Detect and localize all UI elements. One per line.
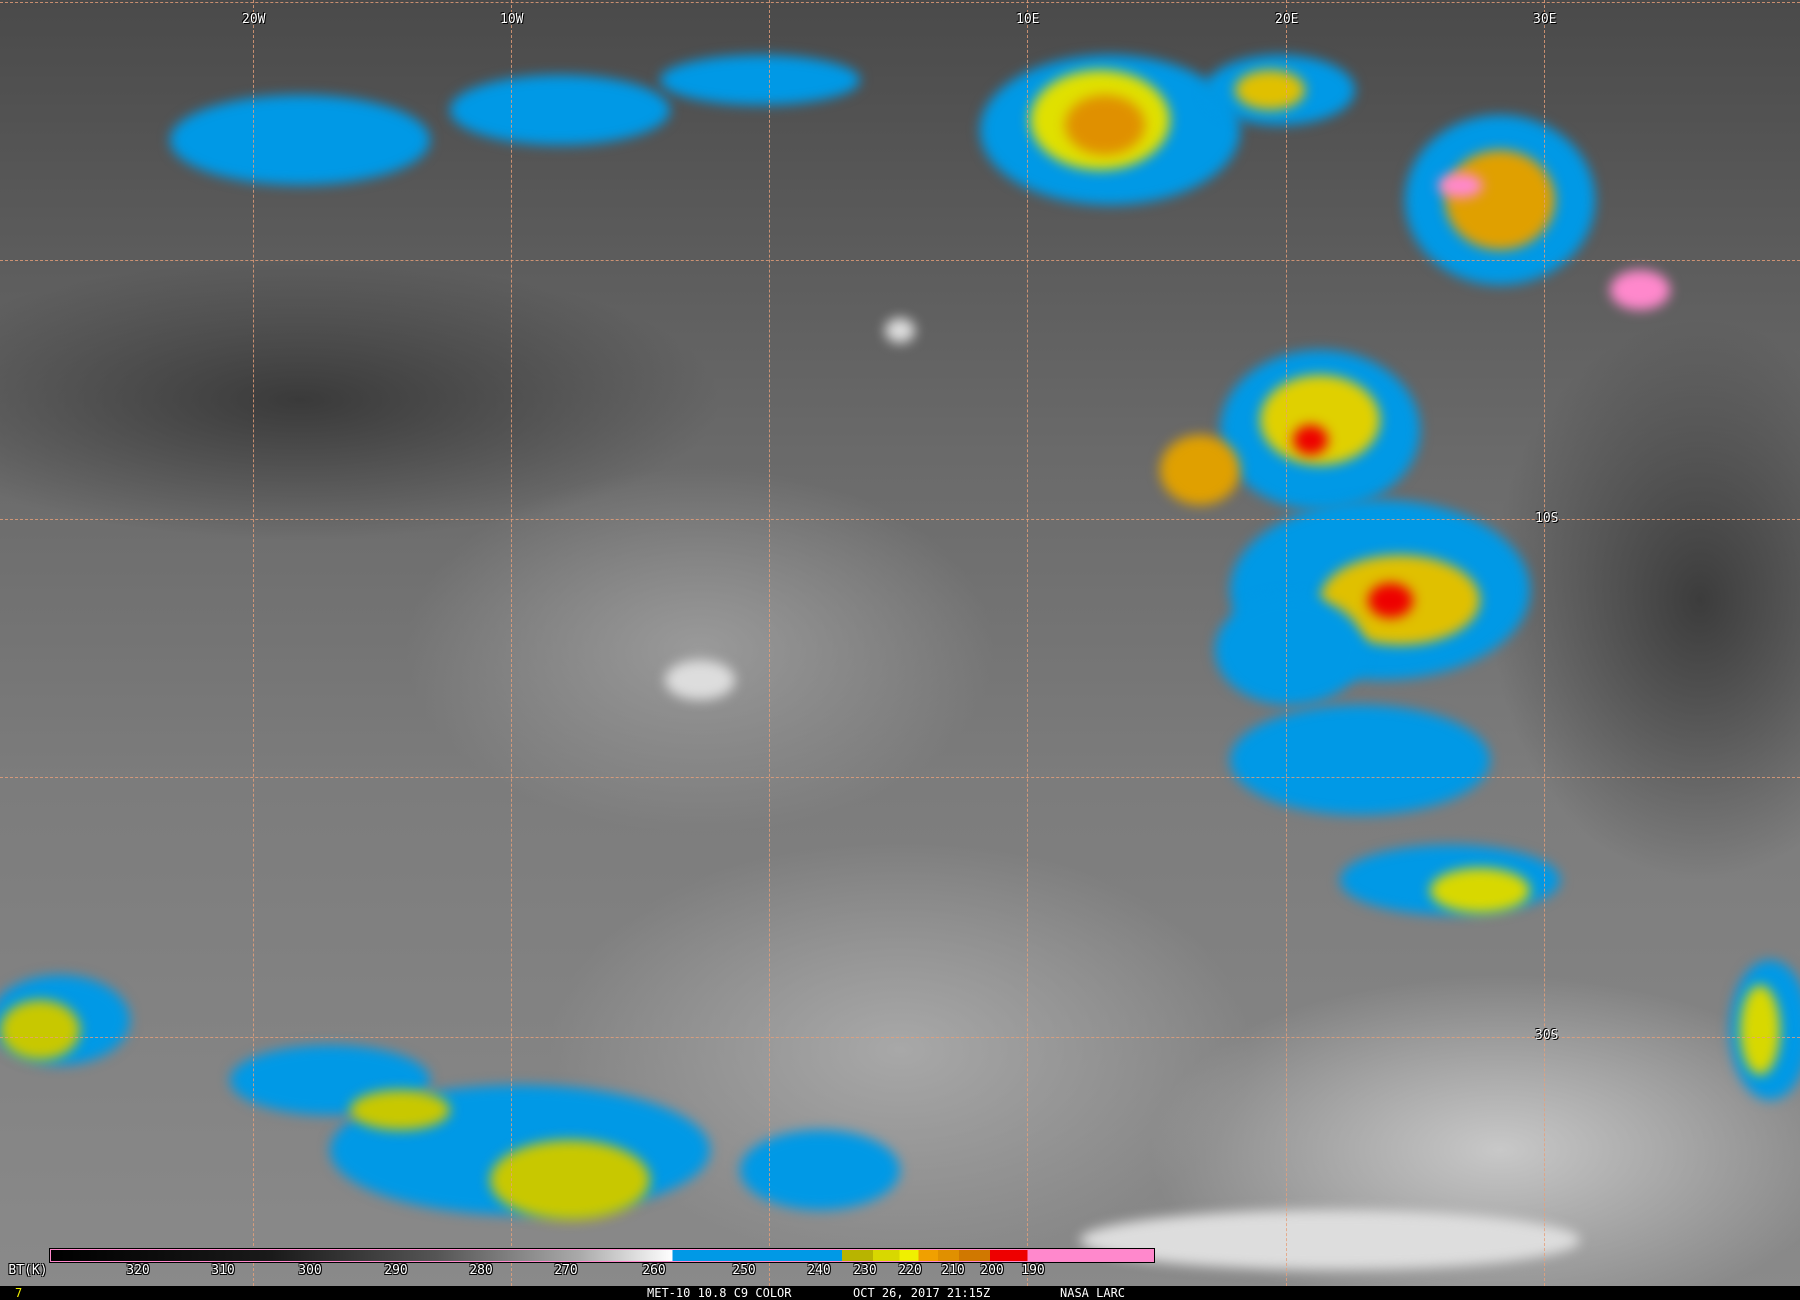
cloud-region	[1080, 1210, 1580, 1270]
lon-label: 30E	[1533, 12, 1557, 27]
colorbar-tick-label: 220	[898, 1263, 922, 1278]
lat-label: 10S	[1535, 511, 1559, 526]
colorbar-tick-label: 200	[980, 1263, 1004, 1278]
latitude-gridline	[0, 777, 1800, 778]
latitude-gridline	[0, 1037, 1800, 1038]
colorbar-tick-label: 260	[642, 1263, 666, 1278]
colorbar-tick-label: 280	[469, 1263, 493, 1278]
product-label: MET-10 10.8 C9 COLOR	[647, 1286, 792, 1300]
longitude-gridline	[1544, 0, 1545, 1286]
cloud-region	[1235, 70, 1305, 110]
colorbar-tick-label: 270	[554, 1263, 578, 1278]
lon-label: 10W	[500, 12, 524, 27]
colorbar-tick-label: 290	[384, 1263, 408, 1278]
cloud-region	[885, 317, 915, 343]
cloud-region	[450, 75, 670, 145]
cloud-region	[1065, 95, 1145, 155]
brightness-temperature-colorbar	[50, 1249, 1154, 1262]
lon-label: 20E	[1275, 12, 1299, 27]
colorbar-tick-label: 310	[211, 1263, 235, 1278]
cloud-region	[1160, 435, 1240, 505]
latitude-gridline	[0, 2, 1800, 3]
timestamp: OCT 26, 2017 21:15Z	[853, 1286, 991, 1300]
longitude-gridline	[253, 0, 254, 1286]
cloud-region	[170, 95, 430, 185]
longitude-gridline	[1027, 0, 1028, 1286]
colorbar-tick-label: 230	[853, 1263, 877, 1278]
lat-label: 30S	[1535, 1028, 1559, 1043]
lon-label: 10E	[1016, 12, 1040, 27]
cloud-region	[1292, 425, 1328, 455]
latitude-gridline	[0, 519, 1800, 520]
lon-label: 20W	[242, 12, 266, 27]
cloud-region	[0, 1000, 80, 1060]
colorbar-tick-label: 300	[298, 1263, 322, 1278]
colorbar-tick-label: 240	[807, 1263, 831, 1278]
longitude-gridline	[511, 0, 512, 1286]
cloud-region	[665, 660, 735, 700]
cloud-region	[1740, 985, 1780, 1075]
credit-label: NASA LARC	[1060, 1286, 1126, 1300]
longitude-gridline	[769, 0, 770, 1286]
cloud-region	[1367, 582, 1413, 618]
cloud-region	[350, 1090, 450, 1130]
colorbar-title: BT(K)	[8, 1263, 48, 1278]
cloud-region	[1445, 150, 1555, 250]
frame-number: 7	[15, 1286, 23, 1300]
cloud-region	[1610, 270, 1670, 310]
cloud-region	[660, 55, 860, 105]
cloud-region	[740, 1130, 900, 1210]
colorbar-tick-label: 320	[126, 1263, 150, 1278]
longitude-gridline	[1286, 0, 1287, 1286]
cloud-region	[1215, 595, 1365, 705]
colorbar-tick-label: 250	[732, 1263, 756, 1278]
colorbar-tick-label: 210	[941, 1263, 965, 1278]
cloud-region	[1437, 172, 1483, 198]
cloud-region	[1430, 867, 1530, 913]
cloud-region	[1230, 705, 1490, 815]
info-strip: 7 MET-10 10.8 C9 COLOR OCT 26, 2017 21:1…	[0, 1286, 1800, 1300]
colorbar-tick-label: 190	[1021, 1263, 1045, 1278]
cloud-region	[490, 1140, 650, 1220]
latitude-gridline	[0, 260, 1800, 261]
